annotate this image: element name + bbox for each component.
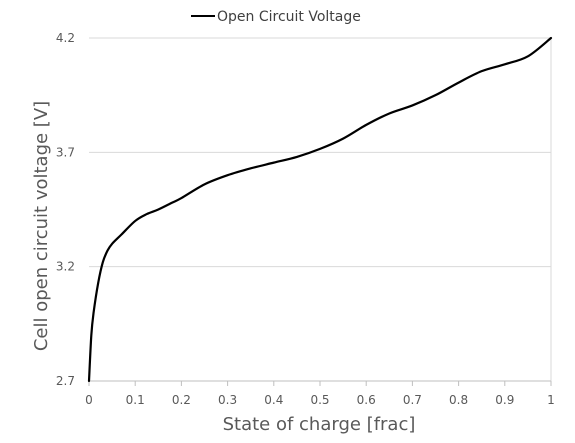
x-tick-label: 0 [85,393,93,407]
y-axis-title: Cell open circuit voltage [V] [31,101,52,351]
y-tick-label: 3.2 [56,260,75,274]
legend: Open Circuit Voltage [191,9,361,25]
y-tick-label: 4.2 [56,31,75,45]
y-tick-label: 3.7 [56,145,75,159]
x-tick-label: 0.1 [126,393,145,407]
x-tick-label: 1 [547,393,555,407]
y-tick-label: 2.7 [56,374,75,388]
series-line-open-circuit-voltage [87,36,553,383]
x-tick-label: 0.7 [403,393,422,407]
x-tick-label: 0.5 [310,393,329,407]
x-tick-labels: 0 0.1 0.2 0.3 0.4 0.5 0.6 0.7 0.8 0.9 1 [85,381,555,407]
x-tick-label: 0.4 [264,393,283,407]
x-tick-label: 0.3 [218,393,237,407]
x-tick-label: 0.2 [172,393,191,407]
x-tick-label: 0.8 [449,393,468,407]
y-tick-labels: 2.7 3.2 3.7 4.2 [56,31,75,388]
x-axis-title: State of charge [frac] [223,414,416,435]
x-tick-label: 0.9 [495,393,514,407]
legend-label: Open Circuit Voltage [217,9,361,25]
x-tick-label: 0.6 [357,393,376,407]
series-group [87,36,553,383]
